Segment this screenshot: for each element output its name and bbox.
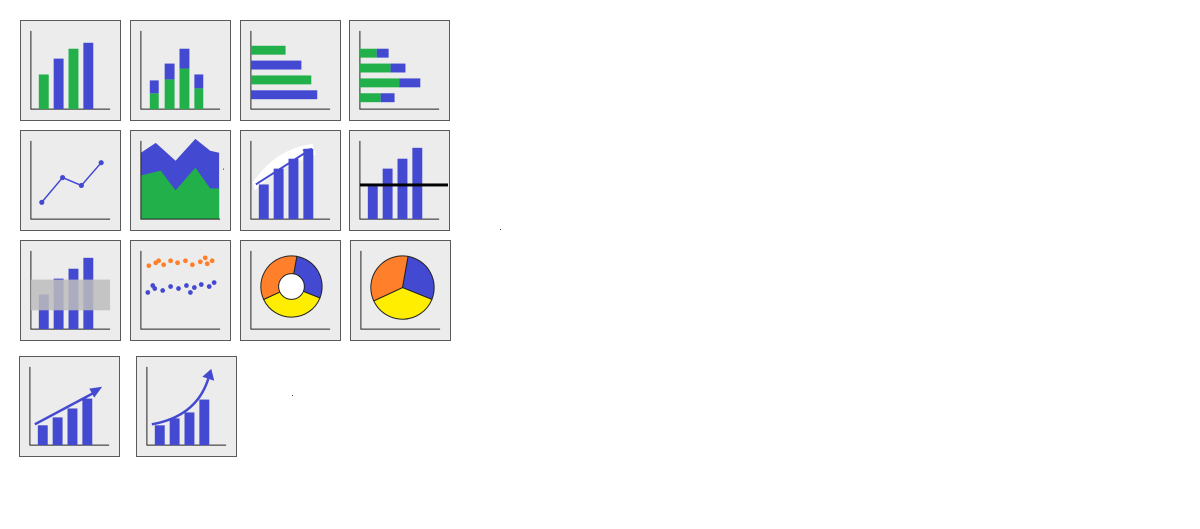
chart-type-button-scatter[interactable] xyxy=(130,240,231,341)
stray-pixel xyxy=(500,229,501,230)
column-chart-icon xyxy=(30,30,111,110)
column-band-chart-icon xyxy=(30,250,111,330)
stacked-bar-chart-icon xyxy=(359,30,440,110)
column-trend-chart-icon xyxy=(250,140,331,220)
chart-type-button-column-exponential-growth[interactable] xyxy=(136,356,237,457)
pie-chart-icon xyxy=(360,250,441,330)
chart-type-button-column-target-line[interactable] xyxy=(349,130,450,231)
area-chart-icon xyxy=(140,138,225,220)
column-target-line-chart-icon xyxy=(359,140,449,220)
chart-type-button-pie[interactable] xyxy=(350,240,451,341)
chart-type-button-donut[interactable] xyxy=(240,240,341,341)
stray-pixel xyxy=(292,395,293,396)
chart-type-button-stacked-bar[interactable] xyxy=(349,20,450,121)
chart-type-button-column-linear-growth[interactable] xyxy=(19,356,120,457)
chart-type-button-stacked-column[interactable] xyxy=(130,20,231,121)
chart-type-button-bar[interactable] xyxy=(240,20,341,121)
chart-type-button-column-band[interactable] xyxy=(20,240,121,341)
linear-growth-chart-icon xyxy=(29,366,110,446)
chart-type-button-area[interactable] xyxy=(130,130,231,231)
line-chart-icon xyxy=(30,140,111,220)
scatter-chart-icon xyxy=(140,250,221,330)
exponential-growth-chart-icon xyxy=(146,366,227,446)
chart-type-button-column[interactable] xyxy=(20,20,121,121)
bar-chart-icon xyxy=(250,30,331,110)
chart-type-button-line[interactable] xyxy=(20,130,121,231)
donut-chart-icon xyxy=(250,250,331,330)
stacked-column-chart-icon xyxy=(140,30,221,110)
chart-type-button-column-trend[interactable] xyxy=(240,130,341,231)
